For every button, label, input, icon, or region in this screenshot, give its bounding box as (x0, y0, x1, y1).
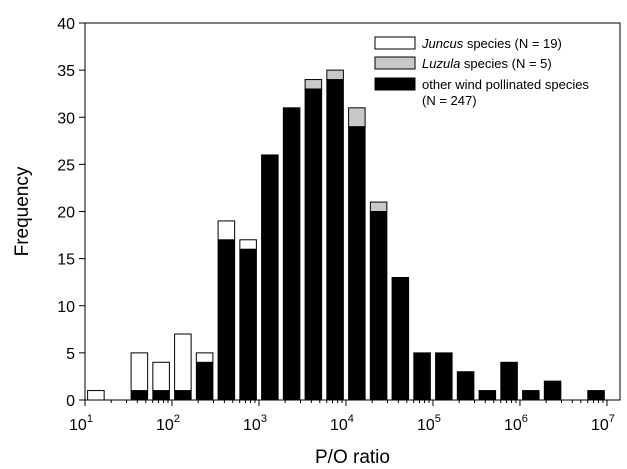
x-tick-label: 101 (69, 413, 93, 434)
y-tick-label: 40 (57, 16, 75, 33)
bar-other-bin-9 (283, 108, 300, 400)
bar-other-bin-7 (240, 249, 257, 400)
bar-other-bin-18 (479, 391, 496, 400)
legend-label-juncus: Juncus species (N = 19) (421, 36, 562, 51)
bar-juncus-bin-4 (175, 334, 192, 391)
bar-other-bin-8 (262, 155, 279, 400)
x-tick-label: 102 (156, 413, 180, 434)
bar-juncus-bin-2 (131, 353, 148, 391)
y-tick-label: 25 (57, 157, 75, 174)
bar-luzula-bin-13 (370, 202, 387, 211)
legend-swatch-juncus (375, 37, 415, 49)
bar-other-bin-21 (544, 381, 561, 400)
y-tick-label: 5 (66, 346, 75, 363)
bar-juncus-bin-0 (88, 391, 105, 400)
legend-swatch-luzula (375, 57, 415, 69)
legend-label-other-line2: (N = 247) (422, 93, 477, 108)
bar-other-bin-16 (436, 353, 453, 400)
bar-other-bin-14 (392, 277, 409, 400)
bar-juncus-bin-5 (196, 353, 213, 362)
x-tick-label: 104 (330, 413, 354, 434)
y-axis-title: Frequency (12, 166, 33, 256)
bar-other-bin-2 (131, 391, 148, 400)
x-axis-title: P/O ratio (315, 447, 390, 468)
y-tick-label: 35 (57, 63, 75, 80)
bar-other-bin-19 (501, 362, 518, 400)
bar-other-bin-11 (327, 80, 344, 400)
x-axis: 101 102 103 104 105 106 107 (69, 400, 615, 434)
bar-juncus-bin-6 (218, 221, 235, 240)
y-tick-label: 15 (57, 252, 75, 269)
bar-other-bin-23 (588, 391, 605, 400)
y-tick-label: 20 (57, 205, 75, 222)
y-axis: 0 5 10 15 20 25 30 35 40 (57, 16, 85, 410)
bar-other-bin-13 (370, 212, 387, 401)
bar-luzula-bin-10 (305, 80, 322, 89)
bar-other-bin-6 (218, 240, 235, 400)
bar-other-bin-12 (349, 127, 366, 400)
legend-label-other: other wind pollinated species (422, 77, 589, 92)
legend: Juncus species (N = 19) Luzula species (N… (375, 36, 589, 108)
x-tick-label: 103 (243, 413, 267, 434)
bar-other-bin-3 (153, 391, 170, 400)
bar-juncus-bin-7 (240, 240, 257, 249)
legend-swatch-other (375, 78, 415, 90)
bar-juncus-bin-3 (153, 362, 170, 390)
bar-other-bin-4 (175, 391, 192, 400)
legend-label-luzula: Luzula species (N = 5) (422, 56, 552, 71)
y-tick-label: 30 (57, 110, 75, 127)
y-tick-label: 10 (57, 299, 75, 316)
bar-other-bin-15 (414, 353, 431, 400)
bar-luzula-bin-11 (327, 70, 344, 79)
bar-other-bin-17 (457, 372, 474, 400)
bar-luzula-bin-12 (349, 108, 366, 127)
x-tick-label: 107 (591, 413, 615, 434)
x-tick-label: 105 (417, 413, 441, 434)
bar-other-bin-10 (305, 89, 322, 400)
bars-group (88, 70, 605, 400)
bar-other-bin-5 (196, 362, 213, 400)
y-tick-label: 0 (66, 393, 75, 410)
bar-other-bin-20 (523, 391, 540, 400)
x-tick-label: 106 (504, 413, 528, 434)
